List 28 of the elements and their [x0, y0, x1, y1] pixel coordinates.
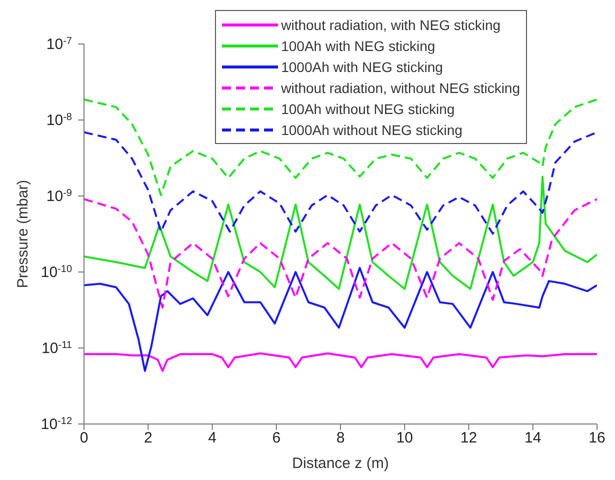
x-tick-label: 16	[588, 430, 606, 447]
y-tick-label: 10$^{-7}$	[46, 36, 72, 53]
legend-label: without radiation, without NEG sticking	[281, 80, 520, 96]
line-series	[84, 352, 597, 372]
x-tick-label: 0	[80, 430, 88, 447]
line-series	[84, 198, 597, 309]
x-tick-label: 12	[460, 430, 478, 447]
legend-label: 100Ah without NEG sticking	[281, 100, 455, 116]
y-tick-label: 10$^{-9}$	[46, 188, 72, 205]
y-tick-label: 10$^{-11}$	[42, 340, 72, 357]
x-axis-title: Distance z (m)	[292, 455, 389, 472]
legend-label: 1000Ah without NEG sticking	[281, 122, 462, 138]
x-tick-label: 8	[336, 430, 345, 447]
y-tick-label: 10$^{-8}$	[46, 112, 72, 129]
legend-label: 1000Ah with NEG sticking	[281, 58, 443, 74]
x-tick-label: 10	[396, 430, 413, 447]
line-series	[84, 176, 597, 290]
legend-label: without radiation, with NEG sticking	[281, 16, 501, 32]
y-tick-label: 10$^{-12}$	[40, 416, 72, 433]
x-tick-label: 4	[208, 430, 216, 447]
y-axis-title: Pressure (mbar)	[14, 180, 32, 288]
x-tick-label: 14	[524, 430, 542, 447]
y-tick-label: 10$^{-10}$	[40, 264, 72, 281]
line-series	[84, 98, 597, 196]
line-series	[84, 266, 597, 372]
legend-label: 100Ah with NEG sticking	[281, 38, 436, 54]
x-tick-label: 6	[272, 430, 281, 447]
x-tick-label: 2	[144, 430, 152, 447]
